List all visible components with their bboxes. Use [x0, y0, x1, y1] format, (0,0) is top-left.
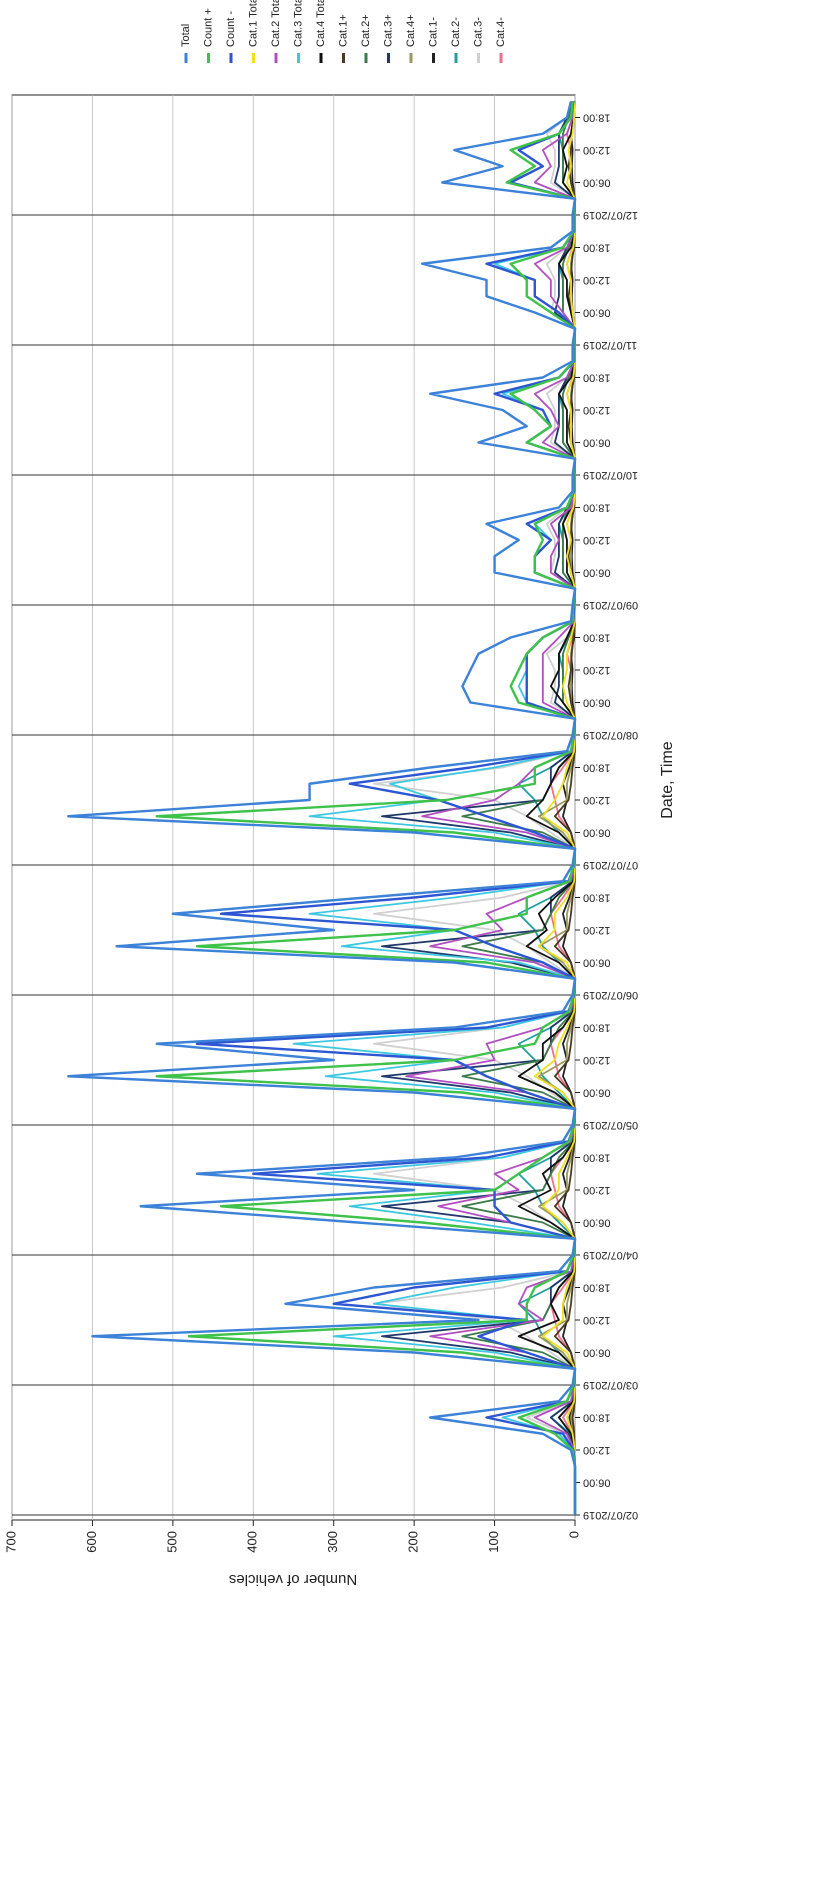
x-tick-label: 12:00 [583, 1314, 611, 1326]
x-tick-label: 06:00 [583, 307, 611, 319]
x-tick-label: 18:00 [583, 112, 611, 124]
x-tick-label: 06:00 [583, 827, 611, 839]
x-tick-label: 06:00 [583, 1477, 611, 1489]
x-tick-label: 12:00 [583, 1444, 611, 1456]
legend-label: Cat.3 Total [292, 0, 304, 47]
legend-label: Cat.2 Total [270, 0, 282, 47]
y-tick-label: 500 [164, 1531, 179, 1553]
legend-label: Total [180, 24, 192, 47]
x-tick-label: 18:00 [583, 892, 611, 904]
series-line [67, 100, 577, 1515]
x-tick-label: 10/07/2019 [583, 469, 638, 481]
x-tick-label: 18:00 [583, 762, 611, 774]
x-tick-label: 12/07/2019 [583, 209, 638, 221]
x-tick-label: 12:00 [583, 1054, 611, 1066]
x-tick-label: 18:00 [583, 242, 611, 254]
x-tick-label: 18:00 [583, 1152, 611, 1164]
x-tick-label: 18:00 [583, 502, 611, 514]
y-tick-label: 600 [84, 1531, 99, 1553]
y-tick-label: 0 [566, 1531, 581, 1538]
x-axis-title: Date, Time [659, 741, 676, 818]
legend-label: Cat.3- [472, 17, 484, 47]
x-tick-label: 08/07/2019 [583, 729, 638, 741]
x-tick-label: 06:00 [583, 1347, 611, 1359]
y-tick-label: 700 [3, 1531, 18, 1553]
x-tick-label: 06/07/2019 [583, 989, 638, 1001]
x-tick-label: 05/07/2019 [583, 1119, 638, 1131]
legend-label: Count - [225, 11, 237, 47]
x-tick-label: 04/07/2019 [583, 1249, 638, 1261]
x-tick-label: 06:00 [583, 1087, 611, 1099]
x-tick-label: 12:00 [583, 404, 611, 416]
x-tick-label: 02/07/2019 [583, 1509, 638, 1521]
x-tick-label: 07/07/2019 [583, 859, 638, 871]
legend-label: Cat.1 Total [247, 0, 259, 47]
x-tick-label: 18:00 [583, 372, 611, 384]
x-tick-label: 12:00 [583, 144, 611, 156]
x-tick-label: 06:00 [583, 1217, 611, 1229]
y-tick-label: 400 [245, 1531, 260, 1553]
x-tick-label: 18:00 [583, 1022, 611, 1034]
x-tick-label: 12:00 [583, 534, 611, 546]
x-tick-label: 12:00 [583, 274, 611, 286]
x-tick-label: 06:00 [583, 437, 611, 449]
x-tick-label: 12:00 [583, 924, 611, 936]
x-tick-label: 06:00 [583, 957, 611, 969]
y-tick-label: 300 [325, 1531, 340, 1553]
legend-label: Cat.1- [427, 17, 439, 47]
x-tick-label: 03/07/2019 [583, 1379, 638, 1391]
legend-label: Count + [202, 8, 214, 47]
x-tick-label: 12:00 [583, 664, 611, 676]
x-tick-label: 06:00 [583, 567, 611, 579]
x-tick-label: 12:00 [583, 794, 611, 806]
legend-label: Cat.1+ [337, 14, 349, 47]
y-axis-title: Number of vehicles [229, 1571, 357, 1588]
legend-label: Cat.2+ [360, 14, 372, 47]
x-tick-label: 11/07/2019 [583, 339, 637, 351]
legend-label: Cat.4- [495, 17, 507, 47]
legend-label: Cat.4 Total [315, 0, 327, 47]
legend-label: Cat.3+ [382, 14, 394, 47]
y-tick-label: 100 [486, 1531, 501, 1553]
x-tick-label: 18:00 [583, 632, 611, 644]
x-tick-label: 18:00 [583, 1412, 611, 1424]
x-tick-label: 06:00 [583, 697, 611, 709]
legend-label: Cat.4+ [405, 14, 417, 47]
legend-label: Cat.2- [450, 17, 462, 47]
rotated-chart: Number of vehicles Date, Time 0 100 200 300… [3, 0, 676, 1588]
x-tick-label: 12:00 [583, 1184, 611, 1196]
y-tick-label: 200 [406, 1531, 421, 1553]
x-tick-label: 06:00 [583, 177, 611, 189]
x-tick-label: 18:00 [583, 1282, 611, 1294]
x-tick-label: 09/07/2019 [583, 599, 638, 611]
